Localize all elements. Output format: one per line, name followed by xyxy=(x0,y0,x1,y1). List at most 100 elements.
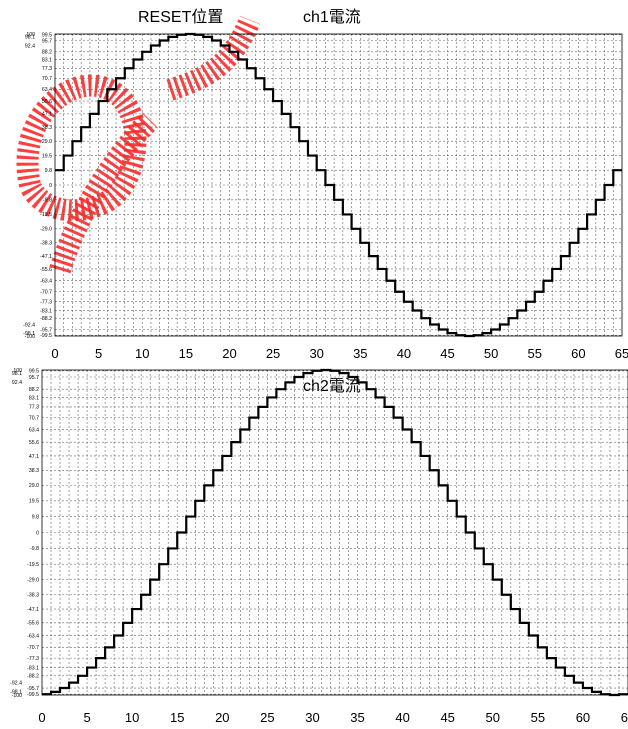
chart-ch2-y-tick-label: 19.5 xyxy=(29,499,39,505)
chart-ch1-y-tick-label: 19.5 xyxy=(42,153,52,159)
chart-ch2-y-tick-label: -47.1 xyxy=(27,607,39,613)
chart-ch2-x-tick-label: 60 xyxy=(576,710,590,725)
chart-ch1-y-tick-label: -19.5 xyxy=(40,212,52,218)
chart-ch1-y-tick-label: 70.7 xyxy=(42,76,52,82)
chart-ch2-y-tick-label: 88.2 xyxy=(29,387,39,393)
chart-ch2-y-tick-label: 47.1 xyxy=(29,454,39,460)
chart-ch1-y-tick-label: -88.2 xyxy=(40,316,52,322)
chart-ch1-x-tick-label: 60 xyxy=(571,346,585,361)
chart-ch1-y-tick-label: 29.0 xyxy=(42,139,52,145)
chart-ch2-x-tick-label: 0 xyxy=(38,710,45,725)
chart-ch2-y-tick-label: -88.2 xyxy=(27,674,39,680)
chart-ch2-x-tick-label: 45 xyxy=(440,710,454,725)
chart-ch1-x-axis: 0 5 10 15 20 25 30 35 40 45 50 55 60 65 xyxy=(51,346,628,361)
chart-ch2-y-tick-label: -19.5 xyxy=(27,562,39,568)
chart-ch1-y-tick-label: 77.3 xyxy=(42,66,52,72)
chart-ch1-y-tick-label: -77.3 xyxy=(40,300,52,306)
chart-ch1-x-tick-label: 35 xyxy=(353,346,367,361)
chart-ch1-y-tick-label: -38.3 xyxy=(40,241,52,247)
chart-ch1-y-tick-label: 99.5 xyxy=(42,33,52,39)
chart-ch2-y-tick-label: -9.8 xyxy=(30,546,39,552)
chart-ch2-y-tick-label: 99.5 xyxy=(29,369,39,375)
chart-ch2-x-tick-label: 35 xyxy=(350,710,364,725)
chart-ch2-y-tick-label-outer: 100 xyxy=(13,368,22,374)
chart-ch2-title: ch2電流 xyxy=(303,377,361,395)
chart-ch1-y-tick-label: -29.0 xyxy=(40,227,52,233)
chart-ch1-x-tick-label: 50 xyxy=(484,346,498,361)
chart-ch1-x-tick-label: 30 xyxy=(309,346,323,361)
chart-ch1-series-line xyxy=(55,32,622,338)
chart-ch1-plot-area xyxy=(54,33,623,337)
chart-ch1-y-axis: 99.595.7 88.283.1 77.3 70.7 63.4 55.6 47.1 38.3… xyxy=(23,32,52,340)
chart-ch2-y-tick-label: -38.3 xyxy=(27,593,39,599)
chart-ch1-y-tick-label: -63.4 xyxy=(40,279,52,285)
chart-ch1-y-tick-label: -47.1 xyxy=(40,254,52,260)
chart-ch1-x-tick-label: 65 xyxy=(615,346,628,361)
chart-ch2-y-tick-label: 63.4 xyxy=(29,427,39,433)
watermark-logo xyxy=(16,15,261,274)
chart-ch1-title: ch1電流 xyxy=(303,8,361,26)
chart-ch1-series xyxy=(55,32,622,338)
chart-ch1-x-tick-label: 40 xyxy=(397,346,411,361)
chart-ch1-x-tick-label: 55 xyxy=(528,346,542,361)
chart-ch1-y-tick-label: 63.4 xyxy=(42,87,52,93)
chart-ch2-y-tick-label-outer: 92.4 xyxy=(12,380,22,386)
chart-ch2-x-tick-label: 10 xyxy=(125,710,139,725)
chart-ch1-grid xyxy=(55,34,622,336)
chart-ch1-x-tick-label: 20 xyxy=(222,346,236,361)
chart-ch2-series-line xyxy=(42,368,628,697)
chart-ch1-y-tick-label-outer: 100 xyxy=(26,32,35,38)
chart-ch1-y-tick-label: 47.1 xyxy=(42,112,52,118)
chart-ch2-y-tick-label: 55.6 xyxy=(29,440,39,446)
chart-ch2-y-tick-label: 77.3 xyxy=(29,405,39,411)
chart-ch2-y-tick-label-outer: -92.4 xyxy=(10,680,22,686)
chart-ch1-x-tick-label: 15 xyxy=(179,346,193,361)
chart-ch1: ch1電流 99.595.7 88.283.1 77.3 70.7 63.4 55.6 47… xyxy=(23,8,628,361)
chart-ch1-y-tick-label: -95.7 xyxy=(40,327,52,333)
chart-ch2-y-tick-label: -70.7 xyxy=(27,645,39,651)
chart-ch2-x-tick-label: 30 xyxy=(305,710,319,725)
chart-ch1-y-tick-label-outer: -92.4 xyxy=(23,322,35,328)
chart-ch2-x-tick-label: 40 xyxy=(395,710,409,725)
chart-ch1-x-tick-label: 25 xyxy=(266,346,280,361)
chart-ch1-y-tick-label: 0 xyxy=(49,183,52,189)
chart-ch2-y-tick-label: 0 xyxy=(36,530,39,536)
reset-position-label: RESET位置 xyxy=(138,8,223,26)
chart-ch1-y-tick-label: 38.3 xyxy=(42,125,52,131)
chart-ch1-y-tick-label-outer: 92.4 xyxy=(25,43,35,49)
chart-ch1-y-tick-label: 88.2 xyxy=(42,50,52,56)
chart-ch2-x-axis: 0 5 10 15 20 25 30 35 40 45 50 55 60 65 xyxy=(38,710,628,725)
chart-ch2-y-tick-label: -29.0 xyxy=(27,577,39,583)
chart-ch1-y-tick-label-outer: -98.1 xyxy=(23,331,35,337)
chart-ch2-y-tick-label: -77.3 xyxy=(27,656,39,662)
chart-ch2-y-tick-label: -83.1 xyxy=(27,665,39,671)
chart-ch1-y-tick-label: 9.8 xyxy=(45,168,52,174)
chart-ch2: ch2電流 99.595.7 88.2 83.1 77.3 70.7 63.4 55.6 47… xyxy=(10,368,628,725)
chart-ch2-y-tick-label-outer: -98.1 xyxy=(10,690,22,696)
chart-ch1-x-tick-label: 10 xyxy=(135,346,149,361)
chart-ch2-y-tick-label-outer: 98.1 xyxy=(12,371,22,377)
chart-ch2-y-tick-label: 70.7 xyxy=(29,415,39,421)
chart-ch1-x-tick-label: 5 xyxy=(95,346,102,361)
chart-ch2-grid xyxy=(42,370,628,695)
chart-ch1-x-tick-label: 0 xyxy=(51,346,58,361)
chart-ch2-y-tick-label: -63.4 xyxy=(27,633,39,639)
chart-ch2-series xyxy=(42,368,628,697)
chart-ch1-y-tick-label-outer: -100 xyxy=(25,334,35,340)
chart-ch2-x-tick-label: 25 xyxy=(260,710,274,725)
chart-ch1-y-tick-label: 55.6 xyxy=(42,99,52,105)
chart-ch2-y-tick-label: 83.1 xyxy=(29,395,39,401)
chart-ch2-x-tick-label: 55 xyxy=(531,710,545,725)
chart-ch1-y-tick-label: -83.1 xyxy=(40,308,52,314)
chart-ch2-y-tick-label: 29.0 xyxy=(29,483,39,489)
chart-ch2-y-axis: 99.595.7 88.2 83.1 77.3 70.7 63.4 55.6 47.1 38.3… xyxy=(10,368,39,699)
chart-ch2-y-tick-label: -95.7 xyxy=(27,686,39,692)
chart-ch2-y-tick-label: -55.6 xyxy=(27,621,39,627)
chart-ch2-y-tick-label: 95.7 xyxy=(29,375,39,381)
chart-ch2-y-tick-label: -99.5 xyxy=(27,692,39,698)
chart-ch1-y-tick-label-outer: 98.1 xyxy=(25,35,35,41)
chart-ch2-x-tick-label: 5 xyxy=(83,710,90,725)
chart-ch1-y-tick-label: -70.7 xyxy=(40,290,52,296)
chart-ch2-y-tick-label-outer: -100 xyxy=(12,693,22,699)
